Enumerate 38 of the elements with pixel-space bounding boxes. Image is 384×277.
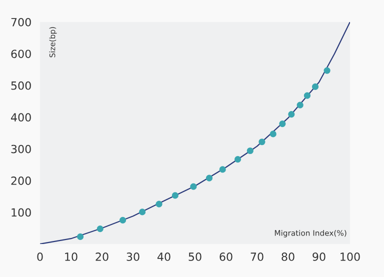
point xyxy=(258,138,266,146)
x-tick-label: 0 xyxy=(37,252,43,261)
point xyxy=(77,233,84,240)
y-tick-label: 300 xyxy=(11,144,31,154)
x-tick-label: 100 xyxy=(340,252,360,261)
point xyxy=(288,110,295,118)
y-tick-label: 600 xyxy=(11,50,31,58)
x-tick-label: 80 xyxy=(282,252,294,261)
x-tick-label: 70 xyxy=(250,252,264,261)
point xyxy=(119,216,126,224)
point xyxy=(304,92,311,99)
x-tick-label: 20 xyxy=(96,252,108,261)
y-tick-label: 700 xyxy=(11,18,31,26)
point xyxy=(172,192,178,199)
x-tick-label: 40 xyxy=(157,252,170,261)
point xyxy=(279,120,286,128)
point xyxy=(312,83,319,90)
x-tick-label: 60 xyxy=(220,252,232,261)
point xyxy=(246,147,254,154)
x-tick-label: 10 xyxy=(65,252,78,261)
point xyxy=(96,225,104,232)
point xyxy=(219,166,226,173)
point xyxy=(190,183,197,190)
y-tick-label: 400 xyxy=(11,113,31,122)
point xyxy=(270,130,276,138)
point xyxy=(206,174,213,182)
point xyxy=(139,208,146,216)
x-tick-label: 50 xyxy=(188,252,202,261)
point xyxy=(296,102,304,108)
point xyxy=(156,200,162,208)
x-tick-label: 90 xyxy=(312,252,326,261)
y-tick-label: 100 xyxy=(12,208,31,217)
point xyxy=(324,67,330,74)
point xyxy=(234,156,242,163)
line-series xyxy=(40,22,350,244)
y-tick-label: 500 xyxy=(11,81,31,90)
y-tick-label: 200 xyxy=(11,176,31,185)
x-tick-label: 30 xyxy=(126,252,140,261)
